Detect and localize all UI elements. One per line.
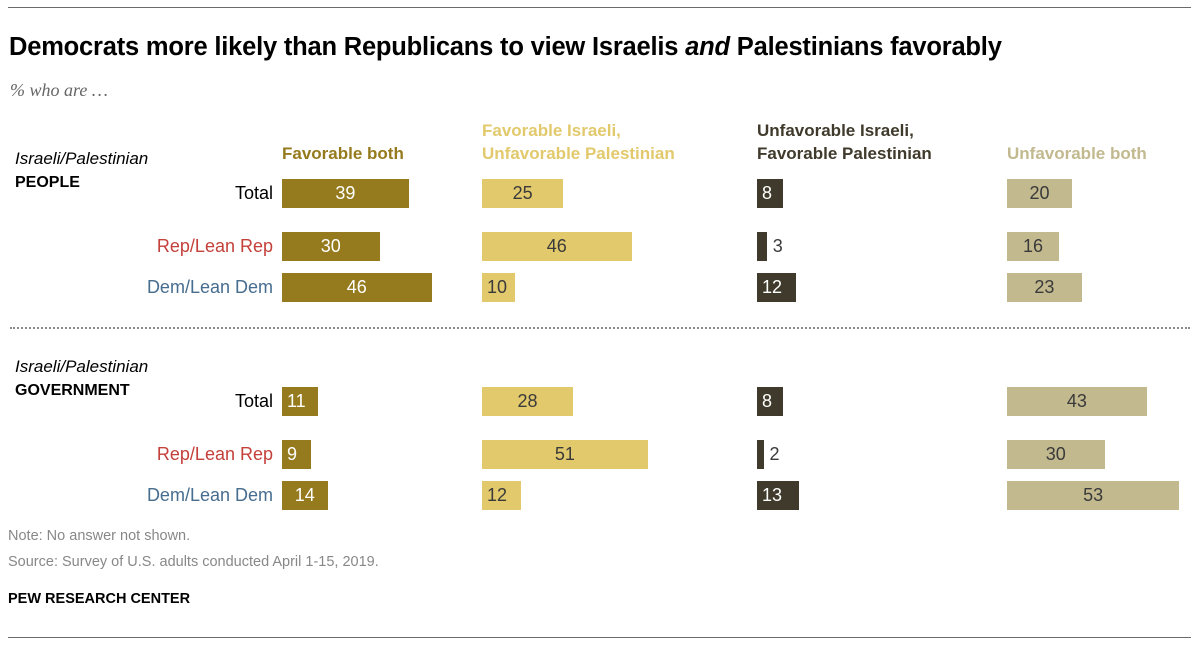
bar <box>282 481 328 510</box>
data-label: 16 <box>1022 236 1044 256</box>
data-label: 20 <box>1029 183 1050 203</box>
bar <box>1007 481 1180 510</box>
bottom-rule <box>8 637 1191 638</box>
data-label: 12 <box>762 277 783 297</box>
bar <box>1007 232 1059 261</box>
bar <box>1007 273 1082 302</box>
data-label: 30 <box>320 236 341 256</box>
data-label: 25 <box>512 183 533 203</box>
bar <box>282 179 409 208</box>
bar <box>757 232 767 261</box>
bar <box>282 387 318 416</box>
column-header-line: Unfavorable Israeli, <box>757 121 914 140</box>
data-label: 9 <box>287 444 298 464</box>
chart-title: Democrats more likely than Republicans t… <box>9 33 1002 61</box>
section-people-label-1: Israeli/Palestinian <box>15 149 149 168</box>
bar <box>757 179 783 208</box>
column-header-line: Unfavorable both <box>1007 144 1147 163</box>
section-government-label-2: GOVERNMENT <box>15 382 130 399</box>
data-label: 28 <box>517 391 538 411</box>
data-label: 3 <box>772 236 783 256</box>
data-label: 39 <box>335 183 356 203</box>
column-header-line: Favorable both <box>282 144 404 163</box>
footnote-note: Note: No answer not shown. <box>8 528 191 544</box>
data-label: 46 <box>546 236 567 256</box>
data-label: 8 <box>762 391 773 411</box>
row-label: Rep/Lean Rep <box>156 236 273 256</box>
column-header-3: Unfavorable Israeli, Favorable Palestinia… <box>757 119 932 165</box>
column-header-4: Unfavorable both <box>1007 142 1147 165</box>
chart-subtitle: % who are … <box>10 80 108 100</box>
bar <box>482 273 515 302</box>
bar <box>482 440 648 469</box>
data-label: 51 <box>554 444 575 464</box>
bar <box>757 387 783 416</box>
column-header-line: Unfavorable Palestinian <box>482 144 675 163</box>
row-label: Total <box>234 183 273 203</box>
row-label: Dem/Lean Dem <box>146 277 273 297</box>
footnote-source: Source: Survey of U.S. adults conducted … <box>8 554 379 570</box>
bar <box>757 481 800 510</box>
section-people-label-2: PEOPLE <box>15 174 80 191</box>
bar <box>1007 387 1147 416</box>
data-label: 30 <box>1045 444 1066 464</box>
data-label: 43 <box>1066 391 1087 411</box>
bar <box>282 273 432 302</box>
bar <box>1007 440 1105 469</box>
bar <box>282 232 380 261</box>
row-label: Rep/Lean Rep <box>156 444 273 464</box>
bar <box>482 481 521 510</box>
data-label: 23 <box>1034 277 1055 297</box>
bar <box>282 440 312 469</box>
bar <box>482 232 632 261</box>
column-header-line: Favorable Palestinian <box>757 144 932 163</box>
data-label: 8 <box>762 183 773 203</box>
top-rule <box>8 7 1191 8</box>
column-header-line: Favorable Israeli, <box>482 121 621 140</box>
data-label: 12 <box>487 485 508 505</box>
data-label: 46 <box>346 277 367 297</box>
column-header-1: Favorable both <box>282 142 404 165</box>
data-label: 53 <box>1083 485 1104 505</box>
bar <box>1007 179 1072 208</box>
brand-label: PEW RESEARCH CENTER <box>8 591 191 607</box>
data-label: 14 <box>294 485 315 505</box>
row-label: Dem/Lean Dem <box>146 485 273 505</box>
section-government-label-1: Israeli/Palestinian <box>15 357 149 376</box>
data-label: 10 <box>487 277 508 297</box>
column-header-2: Favorable Israeli, Unfavorable Palestinia… <box>482 119 675 165</box>
data-label: 11 <box>287 391 306 411</box>
bar <box>482 387 573 416</box>
data-label: 2 <box>769 444 780 464</box>
bar <box>757 273 796 302</box>
row-label: Total <box>234 391 273 411</box>
data-label: 13 <box>762 485 783 505</box>
section-divider <box>10 327 1190 329</box>
bar <box>757 440 764 469</box>
bar <box>482 179 564 208</box>
